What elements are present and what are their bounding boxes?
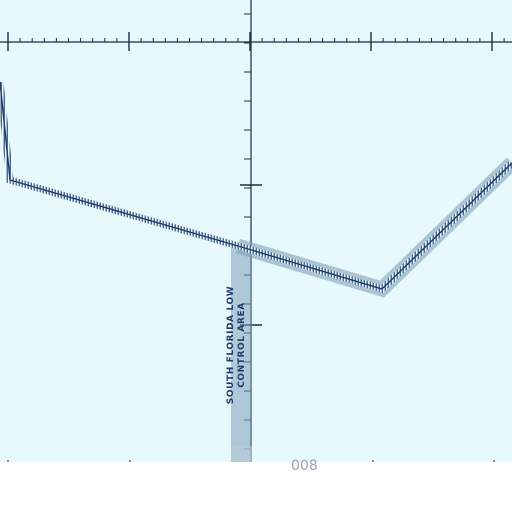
area-label-line1: SOUTH FLORIDA LOW [226,286,236,405]
hatched-boundary-west [0,81,512,293]
area-label-line2: CONTROL AREA [237,302,247,388]
partial-number-label: 008 [291,458,318,474]
chart-margin [0,462,512,512]
chart-background [0,0,512,462]
control-area-band [231,246,252,462]
control-area-label: SOUTH FLORIDA LOW CONTROL AREA [226,286,247,405]
